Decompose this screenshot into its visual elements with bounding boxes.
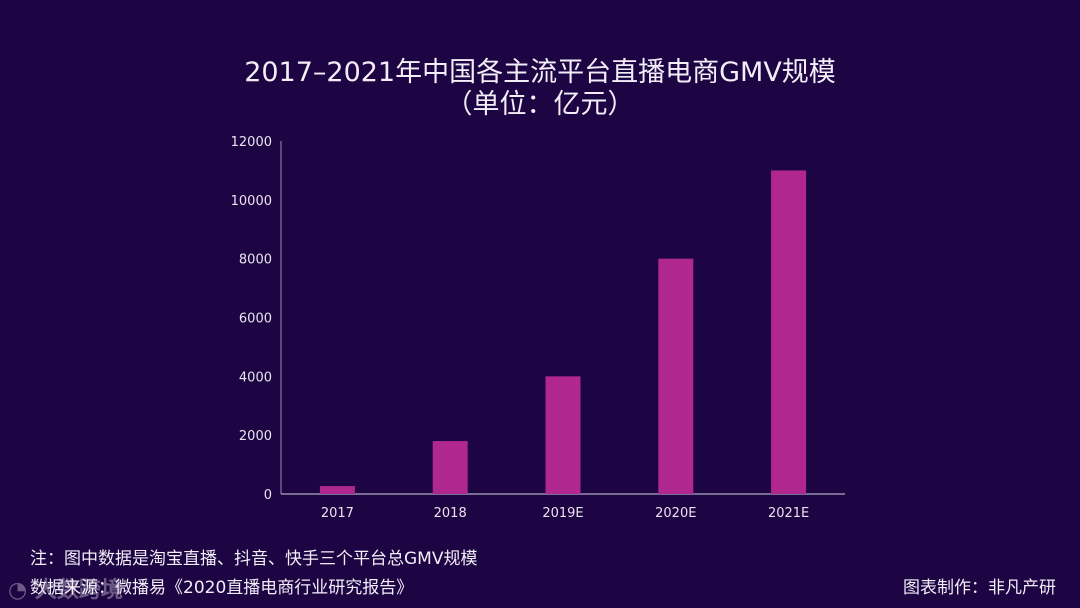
x-tick-label: 2019E	[542, 506, 583, 521]
x-tick-label: 2020E	[655, 506, 696, 521]
y-tick-label: 8000	[239, 253, 272, 268]
watermark-text: 大数跨境	[34, 578, 123, 603]
x-tick-label: 2018	[434, 506, 467, 521]
bar-2021E	[771, 170, 807, 494]
chart-subtitle: （单位：亿元）	[445, 89, 635, 120]
y-tick-label: 2000	[239, 429, 272, 444]
x-tick-label: 2021E	[768, 506, 809, 521]
y-tick-label: 0	[264, 488, 272, 503]
chart-credit: 图表制作：非凡产研	[903, 578, 1056, 598]
watermark-logo-icon: ◔	[8, 578, 35, 603]
watermark-logo: ◔ 大数跨境	[8, 572, 123, 604]
bar-2017	[319, 486, 355, 494]
data-source: 数据来源：微播易《2020直播电商行业研究报告》	[30, 578, 414, 598]
chart-title: 2017–2021年中国各主流平台直播电商GMV规模	[244, 57, 836, 88]
y-tick-label: 4000	[239, 370, 272, 385]
chart-note: 注：图中数据是淘宝直播、抖音、快手三个平台总GMV规模	[30, 549, 478, 569]
bar-2018	[432, 441, 468, 494]
bar-2019E	[545, 376, 581, 494]
y-tick-label: 10000	[231, 194, 272, 209]
x-tick-label: 2017	[321, 506, 354, 521]
bar-2020E	[658, 258, 694, 494]
y-tick-label: 12000	[231, 135, 272, 150]
y-tick-label: 6000	[239, 312, 272, 327]
